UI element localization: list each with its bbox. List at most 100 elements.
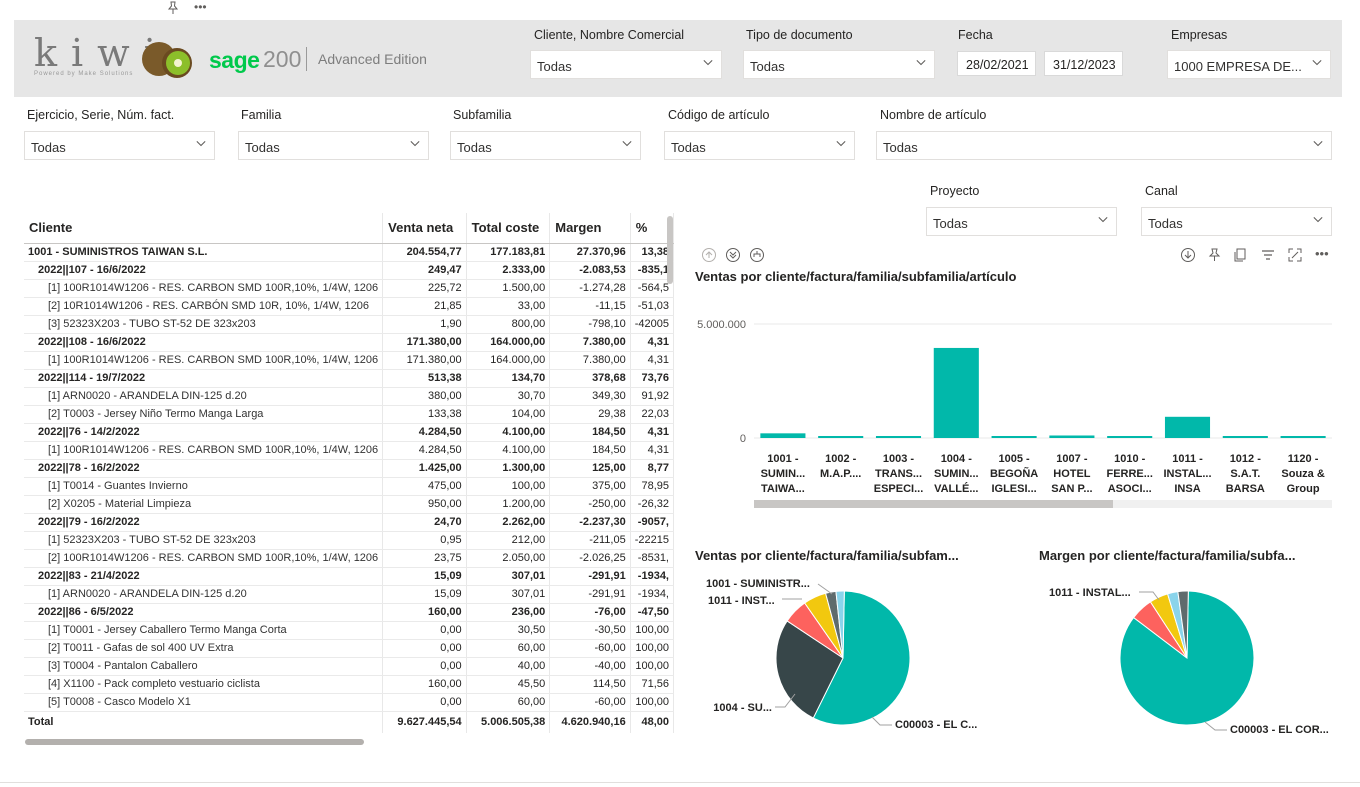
fecha-hasta-input[interactable]: 31/12/2023 <box>1044 51 1123 76</box>
focus-mode-icon[interactable] <box>1287 247 1303 266</box>
bar[interactable] <box>760 433 806 438</box>
pie-leader-line <box>817 583 833 595</box>
value-cell: -1934, <box>630 585 675 604</box>
table-row[interactable]: [1] ARN0020 - ARANDELA DIN-125 d.20 380,0… <box>24 387 675 406</box>
column-header-margen[interactable]: Margen <box>549 213 631 244</box>
table-row[interactable]: 2022||83 - 21/4/2022 15,09 307,01 -291,91 -1… <box>24 567 675 586</box>
tipo-documento-dropdown[interactable]: Todas <box>743 50 935 79</box>
value-cell: 164.000,00 <box>466 351 551 370</box>
drill-down-icon[interactable] <box>725 247 741 266</box>
table-row[interactable]: [3] 52323X203 - TUBO ST-52 DE 323x203 1,9… <box>24 315 675 334</box>
table-row[interactable]: [2] X0205 - Material Limpieza 950,00 1.200… <box>24 495 675 514</box>
row-label-cell: [3] T0004 - Pantalon Caballero <box>24 657 384 676</box>
table-row[interactable]: [2] T0011 - Gafas de sol 400 UV Extra 0,0… <box>24 639 675 658</box>
value-cell: 375,00 <box>549 477 631 496</box>
table-row[interactable]: [2] 10R1014W1206 - RES. CARBÓN SMD 10R, … <box>24 297 675 316</box>
codigo-articulo-value: Todas <box>671 140 706 155</box>
value-cell: -60,00 <box>549 693 631 712</box>
table-row[interactable]: 2022||108 - 16/6/2022 171.380,00 164.000,0… <box>24 333 675 352</box>
table-row[interactable]: [1] T0014 - Guantes Invierno 475,00 100,00… <box>24 477 675 496</box>
bar[interactable] <box>1280 436 1326 438</box>
ejercicio-dropdown[interactable]: Todas <box>24 131 215 160</box>
pin-icon[interactable] <box>166 1 180 18</box>
copy-visual-icon[interactable] <box>1233 247 1249 266</box>
table-horizontal-scrollbar[interactable] <box>25 739 364 745</box>
bar[interactable] <box>875 436 922 438</box>
table-row[interactable]: [1] 52323X203 - TUBO ST-52 DE 323x203 0,9… <box>24 531 675 550</box>
nombre-articulo-label: Nombre de artículo <box>880 108 987 122</box>
sage-logo: sage <box>209 47 260 73</box>
expand-hierarchy-icon[interactable] <box>749 247 765 266</box>
empresas-dropdown[interactable]: 1000 EMPRESA DE... <box>1167 50 1331 79</box>
pie-slice[interactable] <box>1177 590 1189 659</box>
row-label-cell: [1] 52323X203 - TUBO ST-52 DE 323x203 <box>24 531 384 550</box>
x-category-label: TRANS... <box>875 468 922 480</box>
column-header-cliente[interactable]: Cliente <box>24 213 384 244</box>
canal-dropdown[interactable]: Todas <box>1141 207 1332 236</box>
more-options-icon[interactable]: ••• <box>194 0 207 14</box>
cliente-dropdown[interactable]: Todas <box>530 50 722 79</box>
table-row[interactable]: [5] T0008 - Casco Modelo X1 0,00 60,00 -60,… <box>24 693 675 712</box>
x-category-label: 1120 - <box>1288 453 1319 465</box>
table-row[interactable]: [4] X1100 - Pack completo vestuario cicl… <box>24 675 675 694</box>
fecha-desde-input[interactable]: 28/02/2021 <box>957 51 1036 76</box>
bar[interactable] <box>1222 436 1268 438</box>
table-row[interactable]: [1] 100R1014W1206 - RES. CARBON SMD 100R… <box>24 351 675 370</box>
nombre-articulo-value: Todas <box>883 140 918 155</box>
table-row[interactable]: [1] 100R1014W1206 - RES. CARBON SMD 100R… <box>24 279 675 298</box>
value-cell: 45,50 <box>466 675 551 694</box>
table-row[interactable]: 2022||79 - 16/2/2022 24,70 2.262,00 -2.237,… <box>24 513 675 532</box>
pie-slice[interactable] <box>835 590 845 659</box>
table-row[interactable]: [2] T0003 - Jersey Niño Termo Manga Larg… <box>24 405 675 424</box>
more-options-icon[interactable]: ••• <box>1315 246 1329 261</box>
table-row[interactable]: [2] 100R1014W1206 - RES. CARBON SMD 100R… <box>24 549 675 568</box>
table-row[interactable]: 1001 - SUMINISTROS TAIWAN S.L. 204.554,77… <box>24 243 675 262</box>
chevron-down-icon <box>1312 59 1322 66</box>
chevron-down-icon <box>196 140 206 147</box>
pie-slice[interactable] <box>812 590 911 726</box>
column-header-total-coste[interactable]: Total coste <box>466 213 551 244</box>
value-cell: -291,91 <box>549 585 631 604</box>
bar[interactable] <box>1164 416 1211 438</box>
value-cell: -22215 <box>630 531 675 550</box>
filter-icon[interactable] <box>1260 247 1276 266</box>
value-cell: 134,70 <box>466 369 551 388</box>
bar[interactable] <box>991 436 1037 438</box>
table-row[interactable]: [3] T0004 - Pantalon Caballero 0,00 40,00-… <box>24 657 675 676</box>
bar[interactable] <box>818 436 864 438</box>
row-label-cell: [1] T0014 - Guantes Invierno <box>24 477 384 496</box>
row-label-cell: [3] 52323X203 - TUBO ST-52 DE 323x203 <box>24 315 384 334</box>
bar[interactable] <box>1049 435 1095 438</box>
table-row[interactable]: 2022||114 - 19/7/2022 513,38 134,70 378,68 7… <box>24 369 675 388</box>
x-category-label: ASOCI... <box>1108 483 1152 495</box>
row-label-cell: [1] T0001 - Jersey Caballero Termo Manga… <box>24 621 384 640</box>
table-row[interactable]: 2022||107 - 16/6/2022 249,47 2.333,00 -2.08… <box>24 261 675 280</box>
value-cell: 4,31 <box>630 333 675 352</box>
table-row[interactable]: [1] 100R1014W1206 - RES. CARBON SMD 100R… <box>24 441 675 460</box>
table-row[interactable]: [1] ARN0020 - ARANDELA DIN-125 d.20 15,09… <box>24 585 675 604</box>
table-row[interactable]: 2022||78 - 16/2/2022 1.425,00 1.300,00 125,… <box>24 459 675 478</box>
nombre-articulo-dropdown[interactable]: Todas <box>876 131 1332 160</box>
drill-up-icon[interactable] <box>701 247 717 266</box>
table-vertical-scrollbar[interactable] <box>667 216 673 284</box>
value-cell: 2.262,00 <box>466 513 551 532</box>
total-value-cell: 4.620.940,16 <box>549 710 631 733</box>
value-cell: 160,00 <box>382 603 467 622</box>
codigo-articulo-dropdown[interactable]: Todas <box>664 131 855 160</box>
table-row[interactable]: 2022||76 - 14/2/2022 4.284,50 4.100,00 184,… <box>24 423 675 442</box>
chart-scrollbar-thumb[interactable] <box>754 500 1113 508</box>
proyecto-dropdown[interactable]: Todas <box>926 207 1117 236</box>
column-header-venta-neta[interactable]: Venta neta <box>382 213 467 244</box>
table-row[interactable]: [1] T0001 - Jersey Caballero Termo Manga… <box>24 621 675 640</box>
x-category-label: 1005 - <box>998 453 1030 465</box>
pin-visual-icon[interactable] <box>1206 247 1222 266</box>
table-row[interactable]: 2022||86 - 6/5/2022 160,00 236,00 -76,00 -47… <box>24 603 675 622</box>
value-cell: 800,00 <box>466 315 551 334</box>
bar[interactable] <box>933 347 979 438</box>
pie-slice[interactable] <box>775 620 844 719</box>
download-icon[interactable] <box>1180 247 1196 266</box>
bar[interactable] <box>1107 436 1153 438</box>
subfamilia-dropdown[interactable]: Todas <box>450 131 641 160</box>
familia-dropdown[interactable]: Todas <box>238 131 429 160</box>
value-cell: 1.300,00 <box>466 459 551 478</box>
